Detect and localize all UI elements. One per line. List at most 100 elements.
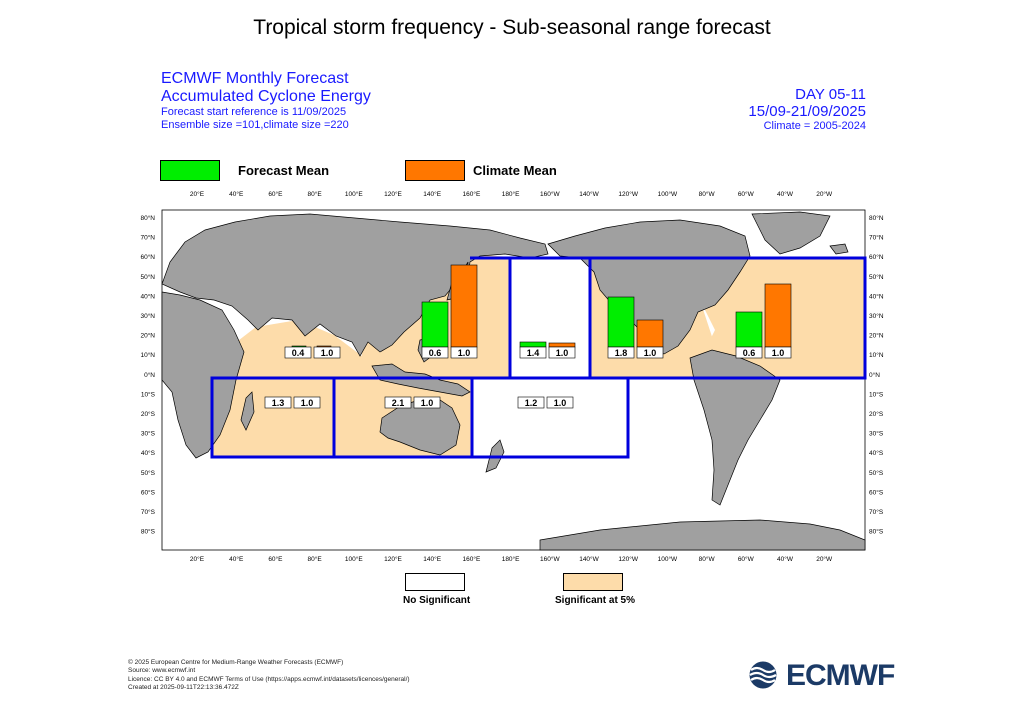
right-latitude-label: 60°S [869,488,884,496]
australia-forecast-value: 2.1 [392,398,405,408]
right-latitude-label: 70°N [869,234,884,242]
region-boundaries [210,256,867,459]
not-significant-label: No Significant [403,595,471,606]
period-info: DAY 05-11 15/09-21/09/2025 Climate = 200… [748,86,866,133]
left-latitude-label: 40°N [140,292,155,300]
left-latitude-label: 20°N [140,332,155,340]
climate-legend-swatch [405,160,465,181]
climate-period: Climate = 2005-2024 [763,120,866,132]
right-latitude-label: 20°N [869,332,884,340]
top-longitude-label: 100°W [658,190,678,198]
antarctica-land [539,519,866,551]
boundary-south-pacific [472,376,630,459]
iceland-land [829,243,849,255]
wnp-forecast-value: 0.6 [429,348,442,358]
enp-forecast-box [607,346,635,359]
licence-line: Licence: CC BY 4.0 and ECMWF Terms of Us… [128,675,410,683]
bottom-longitude-label: 40°E [229,555,244,563]
swio-climate-value: 1.0 [301,398,314,408]
boundary-enp [590,256,867,380]
left-latitude-label: 70°N [140,234,155,242]
top-longitude-label: 140°W [579,190,599,198]
right-latitude-labels: 80°N 70°N 60°N 50°N 40°N 30°N 20°N 10°N 0°N 10°S 2… [869,214,884,536]
right-latitude-label: 10°N [869,351,884,359]
bottom-longitude-label: 160°E [463,555,481,563]
top-longitude-label: 160°E [463,190,481,198]
left-latitude-label: 50°S [141,469,156,477]
climate-legend-label: Climate Mean [473,163,557,178]
wnp-climate-box [450,346,478,359]
bottom-longitude-label: 80°W [699,555,716,563]
left-latitude-label: 10°N [140,351,155,359]
south-america-land [689,349,781,506]
wnp-climate-value: 1.0 [458,348,471,358]
right-latitude-label: 30°N [869,312,884,320]
value-labels: 0.4 1.0 0.6 1.0 1.4 1.0 1.8 1.0 0.6 1.0 … [272,348,785,408]
ensemble-size: Ensemble size =101,climate size =220 [161,119,349,131]
sp-forecast-value: 1.2 [525,398,538,408]
north-indian-forecast-value: 0.4 [292,348,305,358]
page-title: Tropical storm frequency - Sub-seasonal … [253,16,771,39]
boundary-australia [332,376,474,459]
africa-land [161,291,245,459]
right-latitude-label: 50°N [869,273,884,281]
right-latitude-label: 50°S [869,469,884,477]
top-longitude-labels: 20°E 40°E 60°E 80°E 100°E 120°E 140°E 160°E 180°… [190,190,833,198]
wnp-forecast-bar [421,301,449,348]
swio-climate-box [293,396,321,409]
cnp-climate-box [548,346,576,359]
bottom-longitude-label: 100°E [345,555,363,563]
north-indian-climate-box [313,346,341,359]
enp-climate-box [636,346,664,359]
swio-forecast-box [264,396,292,409]
enp-forecast-bar [607,296,635,348]
sp-forecast-box [517,396,545,409]
top-longitude-label: 60°E [268,190,283,198]
axis-labels: 20°E 40°E 60°E 80°E 100°E 120°E 140°E 160°E 180°… [140,190,883,563]
bottom-longitude-labels: 20°E 40°E 60°E 80°E 100°E 120°E 140°E 160°E 180°… [190,555,833,563]
significant-label: Significant at 5% [555,595,636,606]
right-latitude-label: 60°N [869,253,884,261]
bottom-longitude-label: 120°W [618,555,638,563]
top-longitude-label: 80°E [308,190,323,198]
madagascar-land [240,391,255,431]
copyright-line: © 2025 European Centre for Medium-Range … [128,659,344,666]
sp-climate-box [546,396,574,409]
top-longitude-label: 80°W [699,190,716,198]
right-latitude-label: 0°N [869,371,880,379]
australia-climate-value: 1.0 [421,398,434,408]
left-latitude-label: 10°S [141,390,156,398]
forecast-info: ECMWF Monthly Forecast Accumulated Cyclo… [161,70,371,132]
bottom-longitude-label: 40°W [777,555,794,563]
bottom-longitude-label: 160°W [540,555,560,563]
atlantic-forecast-value: 0.6 [743,348,756,358]
day-range: DAY 05-11 [795,86,866,103]
date-range: 15/09-21/09/2025 [748,103,866,120]
eurasia-land [161,213,549,357]
source-line: Source: www.ecmwf.int [128,667,196,675]
atlantic-climate-box [764,346,792,359]
cnp-climate-bar [548,342,576,348]
right-latitude-label: 40°S [869,449,884,457]
forecast-parameter: Accumulated Cyclone Energy [161,88,371,105]
value-boxes [264,346,792,409]
right-latitude-label: 30°S [869,430,884,438]
cnp-climate-value: 1.0 [556,348,569,358]
left-latitude-label: 40°S [141,449,156,457]
wnp-forecast-box [421,346,449,359]
not-significant-swatch [405,573,465,591]
right-latitude-label: 80°S [869,528,884,536]
bar-groups [291,264,792,348]
left-latitude-label: 60°S [141,488,156,496]
left-latitude-label: 80°N [140,214,155,222]
right-latitude-label: 10°S [869,390,884,398]
bottom-longitude-label: 20°E [190,555,205,563]
top-longitude-label: 100°E [345,190,363,198]
top-longitude-label: 40°E [229,190,244,198]
forecast-start: Forecast start reference is 11/09/2025 [161,106,347,118]
enp-forecast-value: 1.8 [615,348,628,358]
enp-climate-value: 1.0 [644,348,657,358]
left-latitude-labels: 80°N 70°N 60°N 50°N 40°N 30°N 20°N 10°N 0°N 10°S 2… [140,214,155,536]
forecast-product: ECMWF Monthly Forecast [161,70,349,87]
australia-forecast-box [384,396,412,409]
